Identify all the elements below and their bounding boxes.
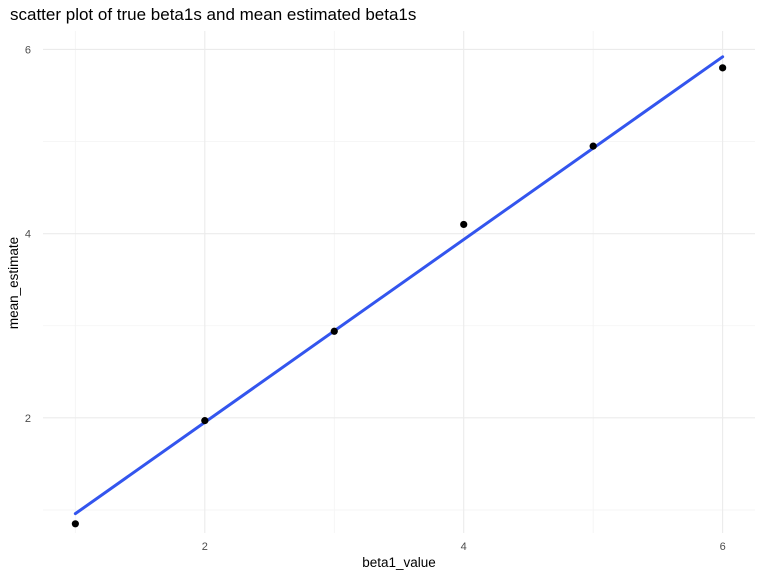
y-tick-label: 6: [25, 44, 31, 56]
data-point: [719, 64, 727, 72]
data-point: [201, 417, 209, 425]
chart-title: scatter plot of true beta1s and mean est…: [10, 5, 416, 24]
y-tick-label: 4: [25, 229, 31, 241]
data-point: [330, 327, 338, 335]
data-point: [460, 220, 468, 229]
data-point: [71, 520, 79, 528]
x-tick-label: 4: [461, 541, 467, 553]
y-tick-labels: 2 4 6: [25, 44, 31, 424]
points-layer: [71, 64, 727, 528]
trend-line: [73, 55, 725, 516]
x-tick-label: 6: [720, 541, 726, 553]
y-tick-label: 2: [25, 413, 31, 425]
x-tick-label: 2: [202, 541, 208, 553]
grid: [43, 31, 755, 533]
x-axis-title: beta1_value: [362, 555, 436, 570]
x-tick-labels: 2 4 6: [202, 541, 726, 553]
trend-line-layer: [73, 55, 725, 516]
y-axis-title: mean_estimate: [6, 237, 21, 329]
data-point: [589, 142, 597, 150]
